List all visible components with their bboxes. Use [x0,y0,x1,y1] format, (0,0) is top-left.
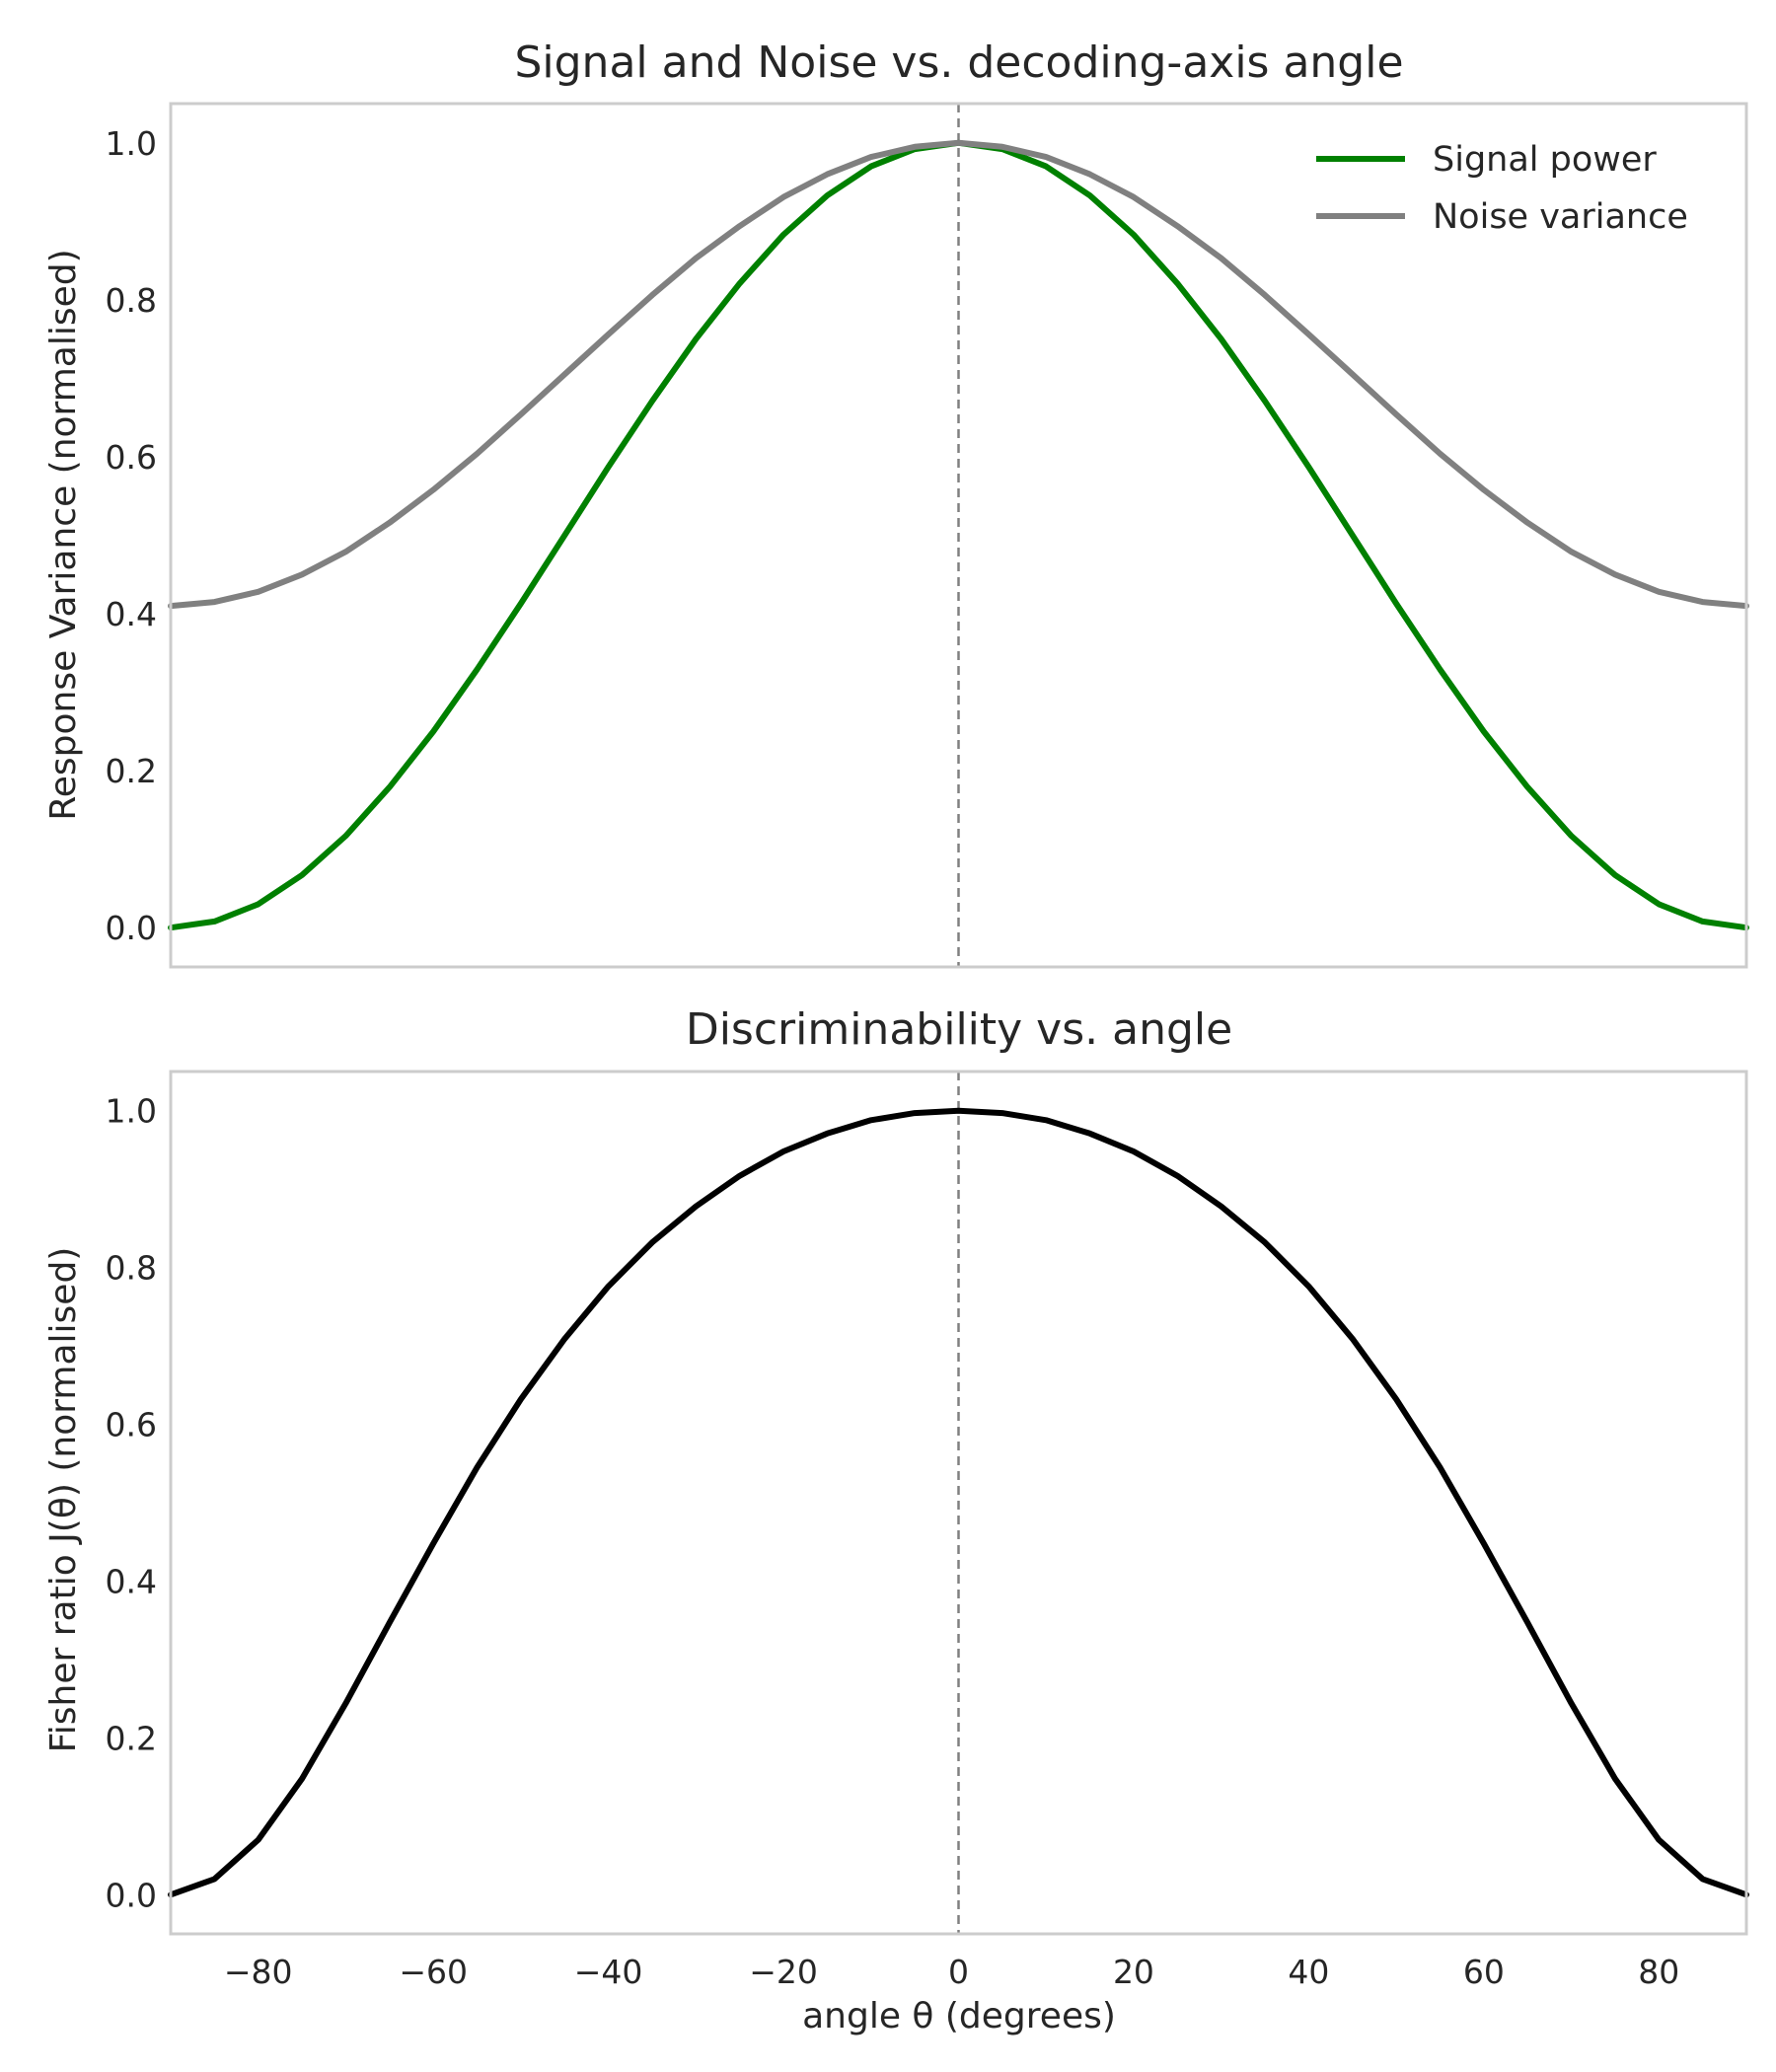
discriminability-plot-frame [169,1070,1748,1936]
discriminability-x-ticks: −80 −60 −40 −20 0 20 40 60 80 [224,1953,1679,1991]
x-tick-label: 20 [1113,1953,1154,1991]
legend-label-noise-variance: Noise variance [1433,197,1688,237]
x-tick-label: −20 [749,1953,818,1991]
y-tick-label: 0.4 [106,1562,157,1600]
y-tick-label: 0.6 [106,438,157,477]
y-tick-label: 0.0 [106,1876,157,1914]
signal-noise-panel: Signal and Noise vs. decoding-axis angle… [43,37,1749,969]
y-tick-label: 0.6 [106,1406,157,1444]
signal-noise-y-ticks: 0.0 0.2 0.4 0.6 0.8 1.0 [106,124,157,947]
x-tick-label: −60 [399,1953,468,1991]
y-tick-label: 0.8 [106,281,157,320]
y-tick-label: 0.4 [106,595,157,633]
legend-label-signal-power: Signal power [1433,140,1657,180]
x-tick-label: 0 [948,1953,969,1991]
x-tick-label: 40 [1288,1953,1329,1991]
y-tick-label: 1.0 [106,1092,157,1131]
x-tick-label: −40 [574,1953,643,1991]
series-line-fisher-ratio [168,1107,1749,1898]
x-tick-label: −80 [224,1953,293,1991]
signal-noise-title: Signal and Noise vs. decoding-axis angle [514,37,1403,88]
discriminability-y-ticks: 0.0 0.2 0.4 0.6 0.8 1.0 [106,1092,157,1915]
x-axis-label: angle θ (degrees) [802,1996,1116,2036]
x-tick-label: 60 [1463,1953,1505,1991]
legend: Signal power Noise variance [1316,140,1688,237]
y-tick-label: 0.2 [106,1719,157,1757]
y-tick-label: 0.8 [106,1249,157,1288]
signal-noise-plot-frame [169,102,1748,969]
y-tick-label: 0.2 [106,752,157,790]
y-tick-label: 0.0 [106,909,157,947]
signal-noise-y-axis-label: Response Variance (normalised) [43,249,84,820]
discriminability-panel: Discriminability vs. angle Fisher ratio … [43,1004,1749,2036]
discriminability-series [168,1107,1749,1898]
series-line-noise-variance [168,139,1749,610]
discriminability-y-axis-label: Fisher ratio J(θ) (normalised) [43,1247,84,1753]
y-tick-label: 1.0 [106,124,157,163]
signal-noise-series [168,139,1749,931]
x-tick-label: 80 [1638,1953,1679,1991]
discriminability-title: Discriminability vs. angle [686,1004,1232,1055]
